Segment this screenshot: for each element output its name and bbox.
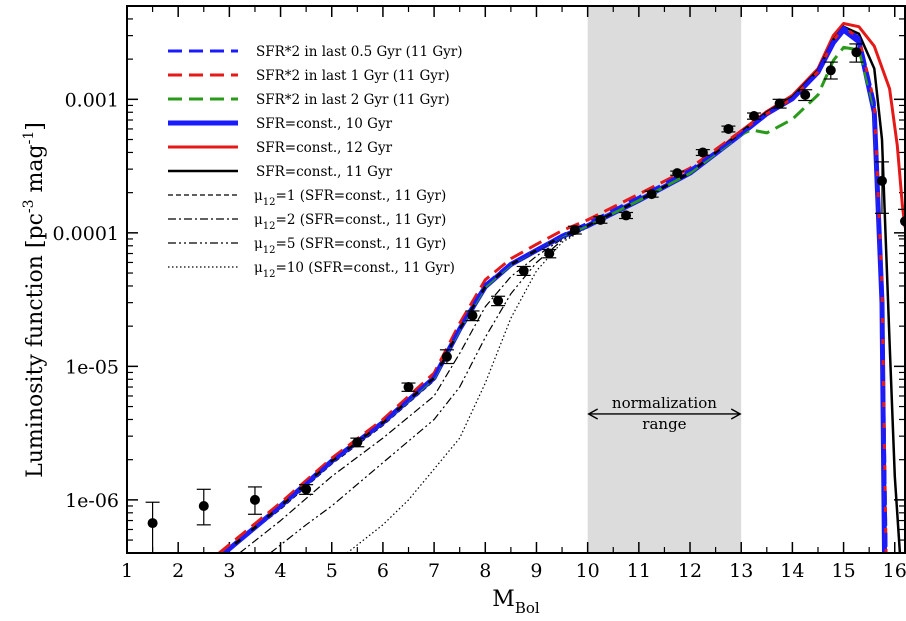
observation-point [672,168,683,179]
series-line-9 [346,226,589,553]
x-tick-label: 11 [627,560,651,582]
x-tick-label: 9 [530,560,542,582]
observation-point [723,123,734,134]
legend-label-2: SFR*2 in last 2 Gyr (11 Gyr) [256,92,450,108]
x-tick-label: 12 [678,560,702,582]
x-tick-label: 2 [172,560,184,582]
x-tick-label: 10 [576,560,600,582]
y-tick-label: 0.0001 [53,223,119,245]
observation-point [825,65,836,76]
annotation-text-line2: range [642,415,686,433]
observation-point [900,216,905,227]
tick-labels: 1 2 3 4 5 6 7 8 9 10 11 12 13 14 15 161e-061e-050.00010… [53,89,906,582]
x-tick-label: 13 [729,560,753,582]
observation-point [441,351,452,362]
observation-point [198,500,209,511]
y-tick-label: 1e-05 [65,356,119,378]
x-tick-label: 4 [275,560,287,582]
observation-point [352,437,363,448]
x-tick-label: 15 [831,560,855,582]
series-line-0 [223,26,888,553]
x-tick-label: 7 [428,560,440,582]
observation-point [851,47,862,58]
observation-point [697,147,708,158]
x-tick-label: 6 [377,560,389,582]
series-layer [218,22,905,553]
arrow-head-left [587,408,598,420]
observation-point [569,225,580,236]
x-tick-label: 3 [223,560,235,582]
observation-point [301,484,312,495]
x-tick-label: 16 [883,560,906,582]
observation-point [595,214,606,225]
x-tick-label: 5 [326,560,338,582]
annotation-text-line1: normalization [612,394,717,412]
x-axis-title: MBol [492,587,540,617]
observation-point [749,111,760,122]
observation-point [147,518,158,529]
y-tick-label: 0.001 [65,89,119,111]
observation-point [544,248,555,259]
legend-label-3: SFR=const., 10 Gyr [256,116,393,132]
legend-label-9: μ12=10 (SFR=const., 11 Gyr) [254,260,455,280]
observation-point [493,295,504,306]
y-tick-label: 1e-06 [65,490,119,512]
x-tick-label: 1 [121,560,133,582]
observation-point [774,98,785,109]
plot-frame [126,5,906,554]
x-tick-label: 8 [479,560,491,582]
observation-point [467,310,478,321]
observation-point [403,382,414,393]
legend-label-5: SFR=const., 11 Gyr [256,164,393,180]
y-axis-title: Luminosity function [pc-3 mag-1] [21,122,48,478]
observation-point [876,175,887,186]
legend-label-6: μ12=1 (SFR=const., 11 Gyr) [254,188,446,208]
legend-label-0: SFR*2 in last 0.5 Gyr (11 Gyr) [256,44,463,60]
observation-point [800,89,811,100]
legend-label-4: SFR=const., 12 Gyr [256,140,393,156]
legend-label-8: μ12=5 (SFR=const., 11 Gyr) [254,236,446,256]
x-tick-label: 14 [780,560,804,582]
observation-point [621,210,632,221]
series-line-1 [218,26,888,553]
normalization-range-shading [587,6,742,553]
normalization-annotation: normalization range [587,394,742,433]
series-line-7 [239,226,588,553]
observation-point [518,265,529,276]
legend-label-7: μ12=2 (SFR=const., 11 Gyr) [254,212,446,232]
arrow-head-right [730,408,742,420]
observations-layer [145,43,905,553]
axis-ticks [126,5,905,554]
observation-point [646,189,657,200]
legend-label-1: SFR*2 in last 1 Gyr (11 Gyr) [256,68,450,84]
legend: SFR*2 in last 0.5 Gyr (11 Gyr) SFR*2 in l… [168,44,463,280]
series-line-8 [269,226,588,553]
observation-point [249,494,260,505]
